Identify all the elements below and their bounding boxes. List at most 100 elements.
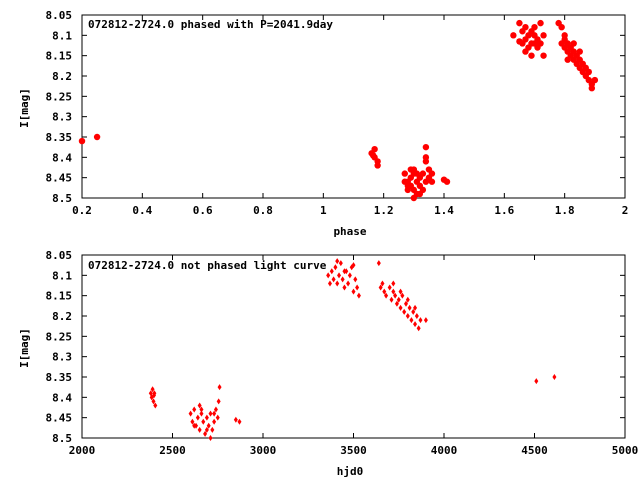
data-point <box>93 133 101 141</box>
x-tick-label: 1.8 <box>555 204 575 217</box>
x-tick-label: 0.2 <box>72 204 92 217</box>
data-point <box>531 40 538 47</box>
data-point <box>418 317 423 324</box>
data-point <box>393 292 398 299</box>
y-tick-label: 8.2 <box>52 310 72 323</box>
data-point <box>353 276 358 283</box>
data-point <box>335 280 340 287</box>
unphased-plot-frame <box>81 254 626 439</box>
data-point <box>443 178 451 185</box>
data-point <box>414 313 419 319</box>
data-point <box>400 292 405 299</box>
data-point <box>351 288 356 295</box>
x-tick-label: 2000 <box>69 444 96 457</box>
y-tick-label: 8.15 <box>46 50 73 63</box>
unphased-data-points <box>148 258 557 441</box>
data-point <box>150 386 155 393</box>
data-point <box>210 426 215 433</box>
y-tick-label: 8.3 <box>52 111 72 124</box>
x-tick-label: 1 <box>320 204 327 217</box>
data-point <box>423 317 428 324</box>
data-point <box>338 260 343 267</box>
data-point <box>78 137 86 145</box>
y-tick-label: 8.2 <box>52 70 72 83</box>
data-point <box>201 418 206 425</box>
unphased-chart-title: 072812-2724.0 not phased light curve <box>88 259 327 272</box>
y-tick-label: 8.4 <box>52 151 72 164</box>
x-tick-label: 2500 <box>159 444 186 457</box>
x-tick-label: 1.4 <box>434 204 454 217</box>
data-point <box>188 410 193 417</box>
x-tick-label: 4000 <box>431 444 458 457</box>
data-point <box>237 418 242 425</box>
data-point <box>591 76 599 84</box>
data-point <box>203 430 208 437</box>
data-point <box>407 304 412 311</box>
data-point <box>380 280 385 287</box>
x-tick-label: 1.6 <box>494 204 514 217</box>
data-point <box>233 416 238 423</box>
data-point <box>329 268 334 275</box>
data-point <box>411 308 416 315</box>
data-point <box>428 170 436 177</box>
data-point <box>374 162 381 169</box>
data-point <box>346 280 351 287</box>
data-point <box>422 154 430 161</box>
y-tick-label: 8.25 <box>46 90 73 103</box>
data-point <box>413 321 418 328</box>
data-point <box>337 272 342 279</box>
y-tick-label: 8.45 <box>46 172 73 185</box>
data-point <box>528 52 535 59</box>
phased-x-axis-label: phase <box>333 225 366 238</box>
unphased-x-ticks: 2000 2500 3000 3500 4000 4500 5000 <box>69 255 639 457</box>
data-point <box>410 194 418 202</box>
data-point <box>327 280 332 287</box>
data-point <box>204 414 209 421</box>
data-point <box>570 40 577 47</box>
data-point <box>537 19 544 27</box>
data-point <box>208 435 213 441</box>
data-point <box>561 32 568 39</box>
data-point <box>351 262 356 269</box>
data-point <box>217 384 222 391</box>
data-point <box>199 410 204 417</box>
phased-data-points <box>78 19 599 202</box>
data-point <box>197 426 202 433</box>
data-point <box>413 304 418 311</box>
data-point <box>428 178 436 185</box>
data-point <box>335 258 340 265</box>
data-point <box>384 292 389 299</box>
phased-chart-title: 072812-2724.0 phased with P=2041.9day <box>88 18 333 31</box>
data-point <box>516 38 523 45</box>
x-tick-label: 5000 <box>612 444 639 457</box>
data-point <box>382 288 387 295</box>
data-point <box>416 190 424 198</box>
data-point <box>401 170 408 177</box>
data-point <box>413 170 421 177</box>
phased-x-ticks: 0.2 0.4 0.6 0.8 1 1.2 1.4 1.6 1.8 2 <box>72 15 628 217</box>
data-point <box>394 300 399 307</box>
y-tick-label: 8.25 <box>46 330 73 343</box>
data-point <box>419 170 427 177</box>
data-point <box>216 398 221 405</box>
data-point <box>199 406 204 413</box>
data-point <box>585 68 592 76</box>
y-tick-label: 8.35 <box>46 131 73 144</box>
data-point <box>197 402 202 409</box>
y-tick-label: 8.5 <box>52 192 72 205</box>
data-point <box>391 288 396 295</box>
y-tick-label: 8.15 <box>46 290 73 303</box>
y-tick-label: 8.1 <box>52 29 72 42</box>
data-point <box>355 284 360 291</box>
data-point <box>401 178 408 185</box>
data-point <box>396 296 401 303</box>
data-point <box>534 378 539 385</box>
y-tick-label: 8.1 <box>52 269 72 282</box>
data-point <box>208 410 213 417</box>
y-tick-label: 8.05 <box>46 9 73 22</box>
data-point <box>516 19 523 27</box>
data-point <box>331 276 336 283</box>
data-point <box>391 280 396 287</box>
data-point <box>376 260 381 267</box>
x-tick-label: 3500 <box>340 444 367 457</box>
